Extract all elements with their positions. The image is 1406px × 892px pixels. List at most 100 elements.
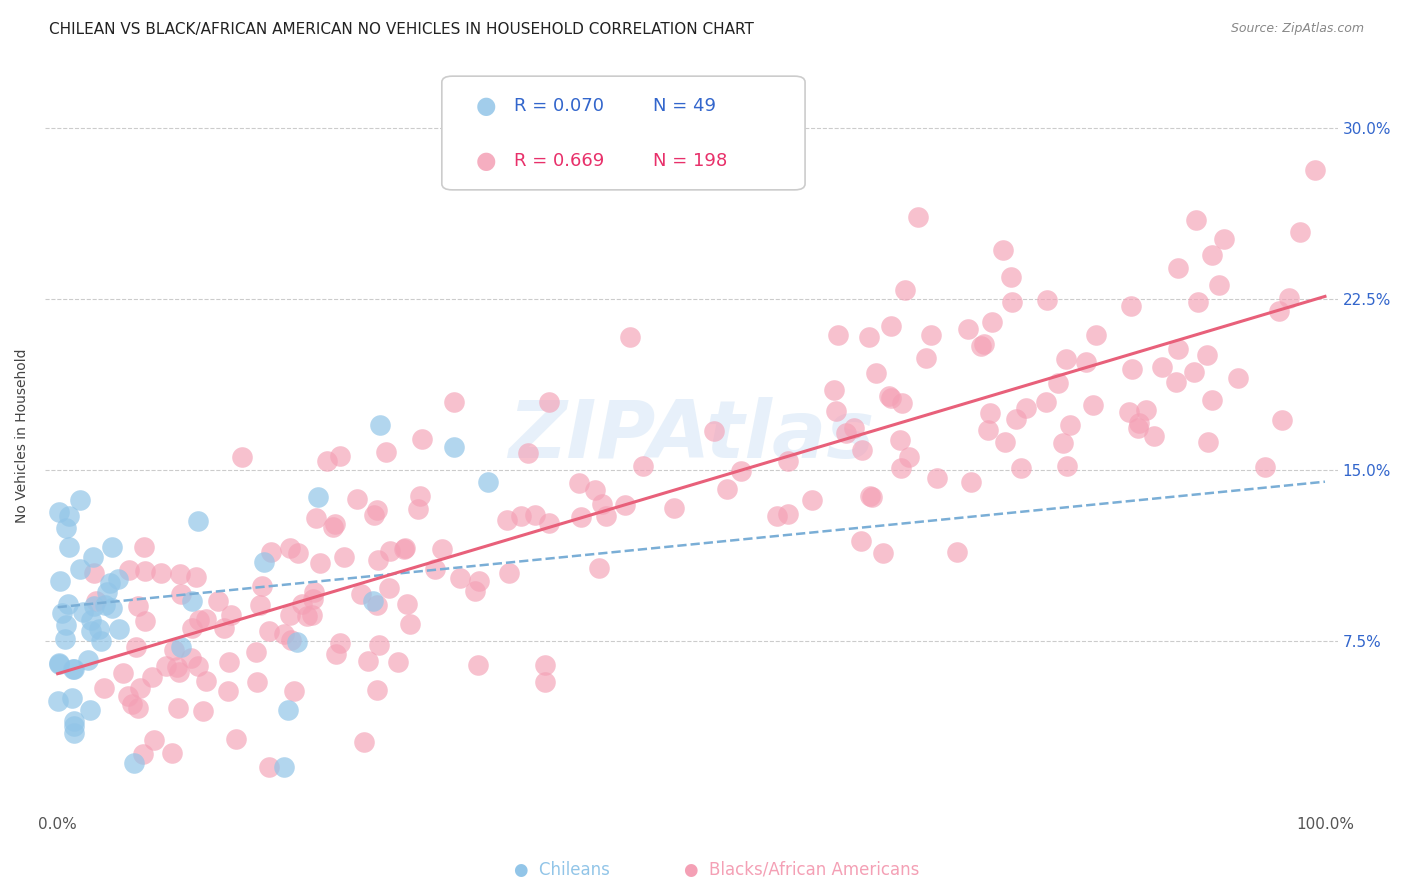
Point — [316, 453, 339, 467]
Point — [55, 521, 77, 535]
Point — [187, 514, 209, 528]
Point — [301, 608, 323, 623]
Point — [991, 243, 1014, 257]
Point — [366, 503, 388, 517]
Point — [1227, 371, 1250, 385]
Point — [946, 545, 969, 559]
Point — [111, 666, 134, 681]
Point — [1182, 365, 1205, 379]
Point — [212, 621, 235, 635]
Point — [150, 566, 173, 580]
Point — [1005, 412, 1028, 426]
Point — [374, 445, 396, 459]
Point — [141, 670, 163, 684]
Point — [387, 655, 409, 669]
Point — [524, 508, 547, 522]
Point — [851, 443, 873, 458]
Text: N = 49: N = 49 — [652, 97, 716, 115]
Point — [842, 420, 865, 434]
Point — [1054, 352, 1077, 367]
Point — [956, 322, 979, 336]
Point — [333, 550, 356, 565]
Point — [80, 614, 103, 628]
Point — [1195, 348, 1218, 362]
Point — [1128, 421, 1150, 435]
Point — [166, 660, 188, 674]
Point — [394, 541, 416, 556]
Point — [48, 656, 70, 670]
Point — [56, 597, 79, 611]
Point — [970, 339, 993, 353]
Point — [181, 594, 204, 608]
Point — [127, 701, 149, 715]
Point — [1000, 270, 1022, 285]
Point — [1081, 398, 1104, 412]
Point — [534, 657, 557, 672]
Point — [48, 657, 70, 672]
Point — [357, 654, 380, 668]
Point — [94, 598, 117, 612]
Point — [181, 621, 204, 635]
Point — [1135, 403, 1157, 417]
Point — [53, 632, 76, 647]
Point — [325, 516, 347, 531]
Point — [307, 490, 329, 504]
Point — [430, 542, 453, 557]
Point — [595, 508, 617, 523]
Point — [1289, 225, 1312, 239]
Point — [1152, 359, 1174, 374]
Point — [121, 697, 143, 711]
Point — [730, 464, 752, 478]
Point — [907, 210, 929, 224]
Point — [167, 700, 190, 714]
Point — [534, 674, 557, 689]
Point — [510, 509, 533, 524]
Point — [245, 645, 267, 659]
Y-axis label: No Vehicles in Household: No Vehicles in Household — [15, 349, 30, 524]
Point — [280, 632, 302, 647]
Point — [1059, 418, 1081, 433]
Point — [859, 489, 882, 503]
Point — [1167, 260, 1189, 275]
Point — [127, 599, 149, 613]
Point — [1001, 295, 1024, 310]
Text: R = 0.669: R = 0.669 — [515, 153, 605, 170]
Point — [568, 475, 591, 490]
Point — [1268, 303, 1291, 318]
Point — [865, 367, 887, 381]
Point — [218, 655, 240, 669]
Point — [1121, 299, 1143, 313]
Text: ●  Chileans: ● Chileans — [515, 861, 610, 879]
Point — [322, 520, 344, 534]
Point — [361, 594, 384, 608]
Point — [257, 624, 280, 638]
Point — [862, 490, 884, 504]
Point — [58, 508, 80, 523]
Point — [329, 636, 352, 650]
Point — [776, 507, 799, 521]
Point — [858, 330, 880, 344]
Point — [107, 572, 129, 586]
Point — [380, 543, 402, 558]
Point — [187, 614, 209, 628]
Point — [170, 640, 193, 654]
Point — [160, 746, 183, 760]
Point — [392, 541, 415, 556]
Point — [346, 491, 368, 506]
Point — [350, 587, 373, 601]
Point — [1121, 362, 1143, 376]
Point — [366, 598, 388, 612]
Point — [959, 475, 981, 489]
Point — [89, 623, 111, 637]
Point — [765, 508, 787, 523]
Point — [897, 450, 920, 465]
Point — [1187, 295, 1209, 310]
Point — [1212, 231, 1234, 245]
Point — [180, 651, 202, 665]
Point — [122, 756, 145, 770]
Point — [51, 606, 73, 620]
Point — [1185, 213, 1208, 227]
Point — [283, 684, 305, 698]
Point — [305, 511, 328, 525]
Point — [977, 423, 1000, 437]
